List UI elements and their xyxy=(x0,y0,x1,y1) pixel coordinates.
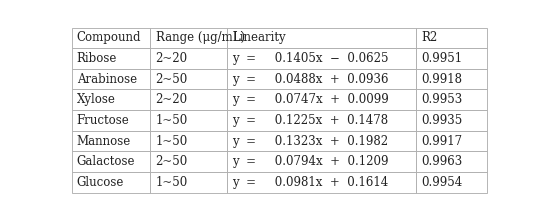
Text: Fructose: Fructose xyxy=(76,114,129,127)
Bar xyxy=(227,89,416,110)
Text: Glucose: Glucose xyxy=(76,176,124,189)
Text: 0.9954: 0.9954 xyxy=(421,176,463,189)
Bar xyxy=(416,151,487,172)
Text: 1~50: 1~50 xyxy=(155,176,188,189)
Text: Xylose: Xylose xyxy=(76,93,116,106)
Bar xyxy=(150,89,227,110)
Bar xyxy=(150,27,227,48)
Bar xyxy=(150,110,227,131)
Text: y  =     0.1225x  +  0.1478: y = 0.1225x + 0.1478 xyxy=(232,114,389,127)
Text: 0.9935: 0.9935 xyxy=(421,114,463,127)
Text: 0.9951: 0.9951 xyxy=(421,52,463,65)
Text: Compound: Compound xyxy=(76,31,141,44)
Text: 0.9963: 0.9963 xyxy=(421,155,463,168)
Bar xyxy=(71,131,150,151)
Bar xyxy=(416,27,487,48)
Text: 2~50: 2~50 xyxy=(155,73,188,86)
Bar xyxy=(416,48,487,69)
Bar xyxy=(150,69,227,89)
Bar xyxy=(150,48,227,69)
Text: Galactose: Galactose xyxy=(76,155,135,168)
Text: 2~50: 2~50 xyxy=(155,155,188,168)
Bar xyxy=(416,131,487,151)
Bar xyxy=(416,89,487,110)
Bar xyxy=(71,27,150,48)
Bar xyxy=(416,172,487,193)
Bar xyxy=(150,131,227,151)
Bar xyxy=(416,69,487,89)
Bar xyxy=(227,110,416,131)
Text: Arabinose: Arabinose xyxy=(76,73,137,86)
Bar xyxy=(227,172,416,193)
Text: 0.9953: 0.9953 xyxy=(421,93,463,106)
Text: Range (μg/mL): Range (μg/mL) xyxy=(155,31,245,44)
Text: Linearity: Linearity xyxy=(232,31,286,44)
Text: 2~20: 2~20 xyxy=(155,52,187,65)
Text: y  =     0.0747x  +  0.0099: y = 0.0747x + 0.0099 xyxy=(232,93,389,106)
Bar xyxy=(71,48,150,69)
Bar xyxy=(227,27,416,48)
Text: y  =     0.1405x  −  0.0625: y = 0.1405x − 0.0625 xyxy=(232,52,389,65)
Text: 2~20: 2~20 xyxy=(155,93,187,106)
Bar xyxy=(71,172,150,193)
Text: y  =     0.0981x  +  0.1614: y = 0.0981x + 0.1614 xyxy=(232,176,389,189)
Text: Mannose: Mannose xyxy=(76,135,131,148)
Bar xyxy=(227,151,416,172)
Bar xyxy=(71,151,150,172)
Text: 1~50: 1~50 xyxy=(155,114,188,127)
Bar xyxy=(227,69,416,89)
Text: 0.9918: 0.9918 xyxy=(421,73,463,86)
Bar xyxy=(416,110,487,131)
Text: y  =     0.1323x  +  0.1982: y = 0.1323x + 0.1982 xyxy=(232,135,389,148)
Text: 0.9917: 0.9917 xyxy=(421,135,463,148)
Bar xyxy=(71,110,150,131)
Bar xyxy=(71,89,150,110)
Text: y  =     0.0794x  +  0.1209: y = 0.0794x + 0.1209 xyxy=(232,155,389,168)
Bar xyxy=(227,48,416,69)
Bar xyxy=(227,131,416,151)
Text: R2: R2 xyxy=(421,31,438,44)
Text: y  =     0.0488x  +  0.0936: y = 0.0488x + 0.0936 xyxy=(232,73,389,86)
Text: Ribose: Ribose xyxy=(76,52,117,65)
Bar xyxy=(71,69,150,89)
Text: 1~50: 1~50 xyxy=(155,135,188,148)
Bar xyxy=(150,172,227,193)
Bar xyxy=(150,151,227,172)
